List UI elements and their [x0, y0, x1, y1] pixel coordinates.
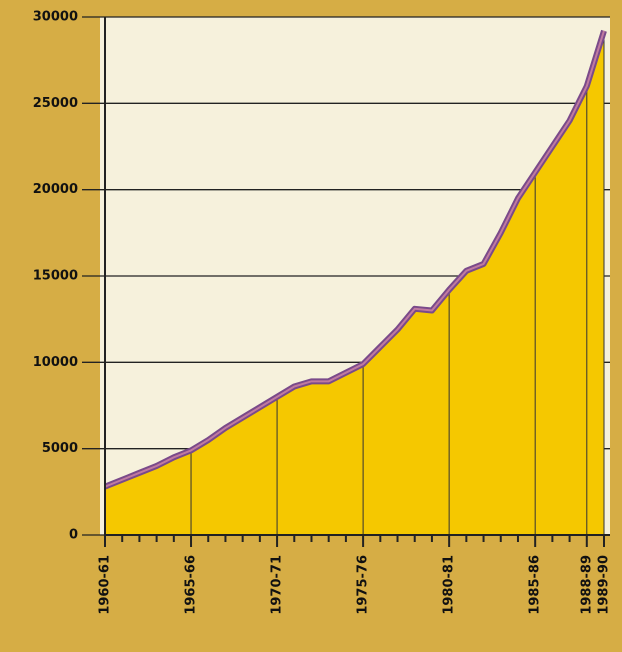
x-tick-label: 1970-71: [270, 555, 285, 615]
area: [105, 30, 604, 536]
y-tick-label: 10000: [33, 355, 78, 370]
x-tick-label: 1988-89: [579, 555, 594, 615]
y-tick-label: 5000: [42, 441, 78, 456]
y-tick-label: 25000: [33, 96, 78, 111]
y-tick-label: 15000: [33, 269, 78, 284]
x-tick-label: 1985-86: [528, 555, 543, 615]
x-tick-label: 1980-81: [442, 555, 457, 615]
line-highlight: [104, 30, 605, 488]
x-tick-label: 1989-90: [597, 555, 612, 615]
y-tick-label: 0: [69, 528, 78, 543]
y-tick-label: 20000: [33, 182, 78, 197]
x-tick-label: 1975-76: [356, 555, 371, 615]
x-tick-label: 1965-66: [184, 555, 199, 615]
x-tick-label: 1960-61: [98, 555, 113, 615]
y-tick-label: 30000: [33, 10, 78, 25]
